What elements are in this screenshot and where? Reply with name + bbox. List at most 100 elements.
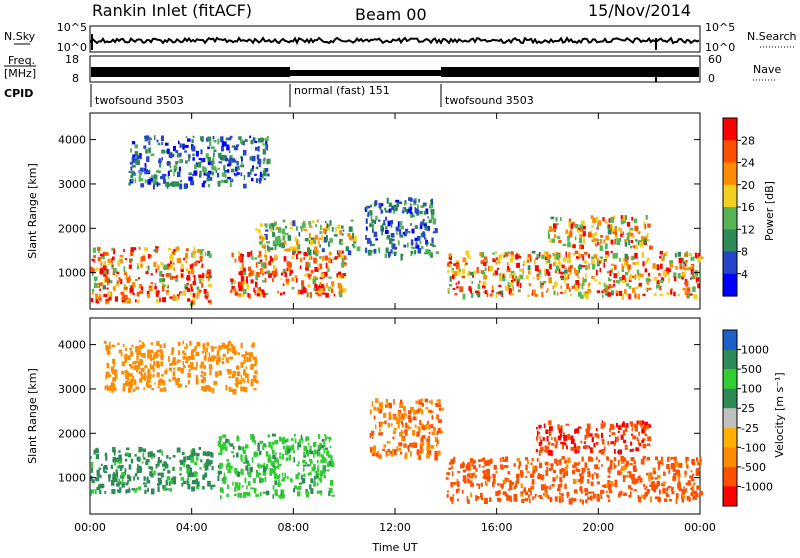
- velocity-cell: [202, 343, 206, 349]
- power-cell: [403, 244, 407, 248]
- power-cell: [248, 293, 251, 299]
- velocity-cell: [670, 457, 673, 460]
- power-cell: [263, 235, 266, 241]
- velocity-cell: [309, 450, 314, 455]
- power-cell: [326, 282, 328, 288]
- velocity-cell: [166, 455, 169, 459]
- velocity-cell: [687, 464, 689, 469]
- velocity-cell: [160, 355, 163, 359]
- velocity-cell: [330, 461, 335, 468]
- power-cell: [576, 256, 580, 259]
- velocity-cell: [326, 463, 329, 467]
- power-cell: [540, 282, 544, 286]
- velocity-cell: [648, 424, 651, 428]
- power-cell: [691, 274, 695, 280]
- velocity-cell: [150, 349, 154, 354]
- velocity-cell: [690, 492, 694, 497]
- velocity-cell: [210, 346, 214, 350]
- velocity-cell: [584, 444, 589, 449]
- power-cell: [289, 270, 294, 274]
- velocity-cell: [272, 485, 275, 490]
- velocity-cell: [272, 441, 275, 445]
- power-cell: [622, 274, 625, 280]
- velocity-cell: [231, 374, 235, 378]
- velocity-cell: [577, 449, 580, 453]
- velocity-cell: [585, 464, 588, 468]
- velocity-cell: [481, 458, 485, 461]
- velocity-cell: [264, 476, 267, 483]
- velocity-cell: [179, 459, 184, 463]
- power-cell: [560, 275, 564, 278]
- velocity-cell: [234, 482, 239, 488]
- velocity-cell: [222, 353, 226, 358]
- power-cell: [265, 144, 269, 151]
- power-cell: [569, 293, 572, 297]
- velocity-cell: [285, 457, 289, 461]
- power-cell: [498, 291, 501, 295]
- velocity-cell: [426, 445, 430, 452]
- power-cell: [308, 225, 313, 228]
- power-cell: [660, 279, 664, 284]
- power-cell: [630, 239, 633, 244]
- velocity-cell: [630, 421, 634, 428]
- velocity-cell: [324, 465, 326, 472]
- velocity-cell: [158, 459, 162, 464]
- velocity-cell: [478, 459, 482, 462]
- velocity-cell: [667, 456, 670, 459]
- velocity-cell: [650, 481, 654, 486]
- velocity-cell: [404, 452, 408, 457]
- power-cell: [403, 208, 407, 212]
- power-cell: [477, 291, 481, 298]
- velocity-cell: [677, 483, 681, 489]
- power-cell: [213, 167, 217, 171]
- power-cell: [265, 229, 269, 232]
- velocity-data-layer: [90, 340, 704, 505]
- power-cell: [213, 152, 215, 158]
- velocity-cell: [539, 496, 543, 500]
- nave-label: Nave: [753, 63, 781, 76]
- power-cell: [308, 274, 312, 280]
- velocity-cell: [545, 429, 549, 434]
- velocity-cell: [225, 464, 228, 470]
- velocity-cell: [689, 475, 693, 479]
- power-cell: [509, 282, 513, 285]
- velocity-cell: [196, 481, 200, 487]
- power-cell: [509, 257, 514, 263]
- power-cell: [537, 269, 541, 272]
- velocity-cell: [138, 486, 142, 491]
- power-cell: [146, 156, 150, 162]
- power-cell: [255, 281, 258, 288]
- power-cell: [97, 256, 101, 262]
- velocity-cell: [615, 436, 617, 443]
- power-cell: [626, 232, 630, 236]
- velocity-cell: [290, 477, 292, 483]
- velocity-cell: [630, 457, 635, 462]
- velocity-cell: [645, 491, 650, 495]
- nave-tick-bottom: 0: [708, 72, 715, 85]
- velocity-cell: [598, 459, 601, 463]
- velocity-cell: [607, 499, 611, 502]
- power-cell: [239, 267, 243, 270]
- velocity-cell: [142, 448, 147, 453]
- power-cell: [323, 272, 327, 275]
- power-cell: [491, 289, 494, 293]
- power-cell: [555, 216, 558, 222]
- power-cell: [620, 215, 624, 220]
- power-cell: [298, 289, 300, 294]
- power-cell: [129, 162, 134, 165]
- velocity-cell: [252, 364, 257, 367]
- power-cell: [154, 282, 157, 288]
- velocity-cell: [402, 423, 405, 428]
- power-cell: [670, 289, 673, 295]
- power-cell: [591, 225, 594, 228]
- power-cell: [410, 250, 414, 254]
- power-cell: [409, 214, 414, 218]
- velocity-cell: [560, 442, 565, 445]
- velocity-cell: [202, 474, 206, 480]
- power-cell: [112, 268, 117, 274]
- power-cell: [181, 274, 184, 278]
- power-cell: [664, 274, 667, 278]
- velocity-cell: [608, 484, 612, 490]
- velocity-cell: [274, 491, 277, 495]
- power-cell: [634, 274, 636, 280]
